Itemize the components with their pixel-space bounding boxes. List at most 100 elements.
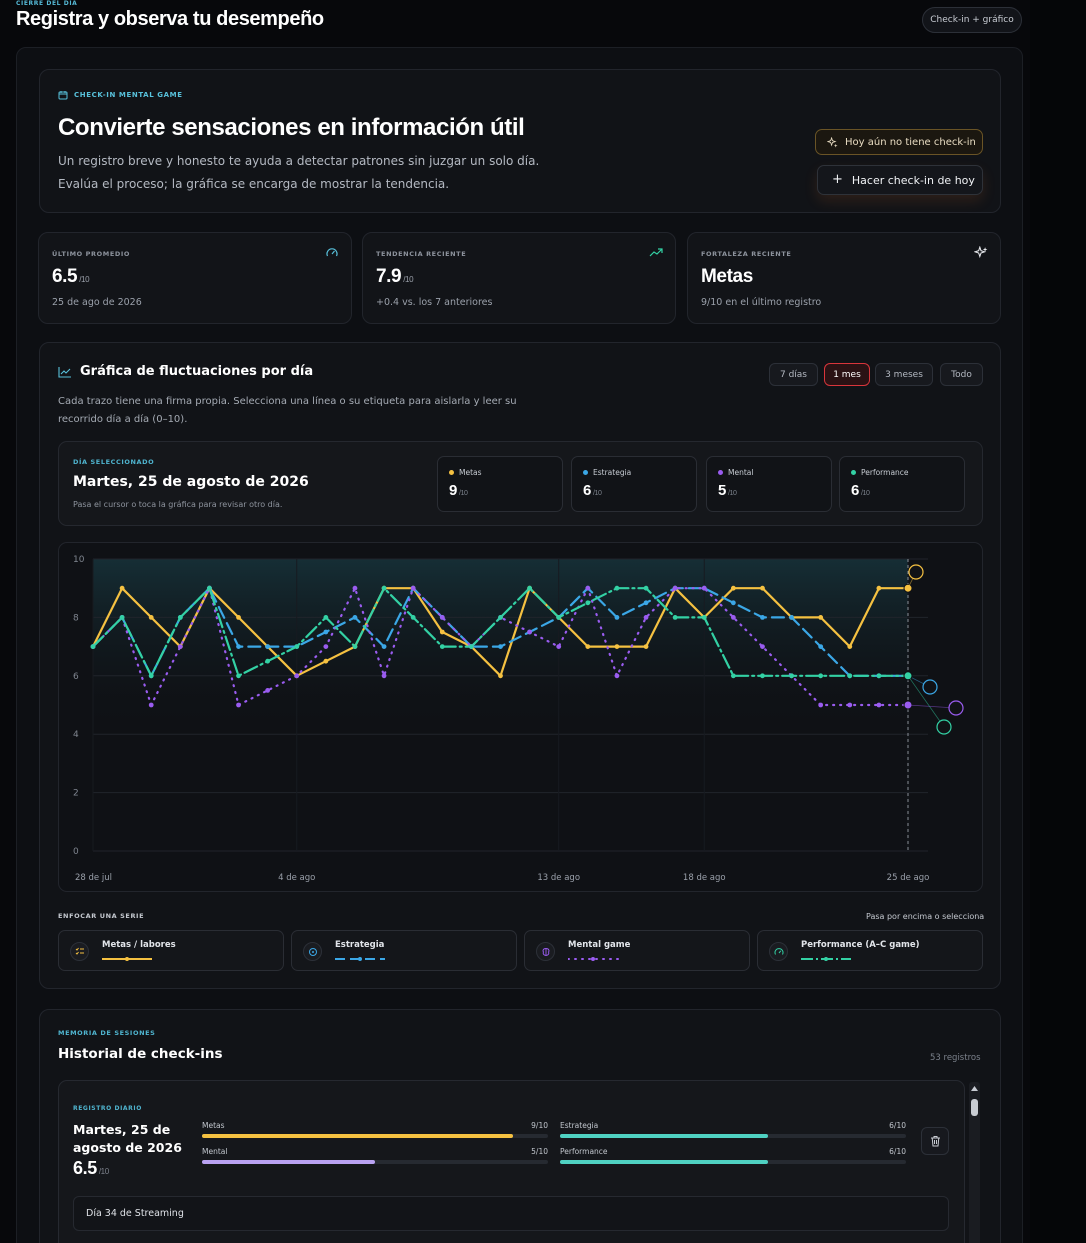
metric-label: Estrategia: [583, 468, 631, 477]
data-point-mental: [410, 585, 416, 591]
data-point-performance: [381, 585, 387, 591]
do-checkin-button[interactable]: + Hacer check-in de hoy: [817, 165, 983, 195]
data-point-performance: [265, 658, 271, 664]
focus-label: Mental game: [568, 940, 631, 950]
data-point-performance: [498, 615, 503, 620]
metric-unit: /10: [860, 490, 870, 497]
chart-title-row: Gráfica de fluctuaciones por día: [58, 364, 313, 379]
data-point-estrategia: [381, 644, 387, 649]
selected-day-title: Martes, 25 de agosto de 2026: [73, 474, 309, 490]
range-1-month-button[interactable]: 1 mes: [824, 363, 870, 386]
data-point-mental: [876, 702, 882, 708]
data-point-performance: [207, 585, 212, 591]
focus-series-performance[interactable]: Performance (A–C game): [757, 930, 983, 971]
metric-unit: /10: [592, 490, 602, 497]
bar-value: 6/10: [889, 1147, 906, 1156]
bar-track: [560, 1160, 906, 1164]
metric-unit: /10: [727, 490, 737, 497]
entry-kicker: REGISTRO DIARIO: [73, 1105, 142, 1112]
stat-unit: /10: [403, 275, 414, 284]
data-point-metas: [614, 644, 620, 649]
checkin-status-text: Hoy aún no tiene check-in: [845, 136, 976, 148]
line-chart-icon: [58, 366, 71, 378]
data-point-mental: [148, 702, 154, 708]
bar-label: Estrategia: [560, 1121, 599, 1130]
fluctuation-chart[interactable]: 0 2 4 6 8 10 28 de jul 4 de ago 13 de ago 18 de a…: [58, 542, 983, 892]
data-point-performance: [847, 673, 853, 679]
bar-fill: [202, 1134, 514, 1138]
metric-name: Performance: [861, 468, 909, 477]
plus-icon: +: [832, 172, 843, 187]
data-point-performance: [177, 615, 183, 620]
metric-card-mental[interactable]: Mental 5/10: [706, 456, 832, 512]
metric-label: Metas: [449, 468, 482, 477]
focus-series-metas[interactable]: Metas / labores: [58, 930, 284, 971]
data-point-performance: [148, 673, 154, 679]
chart-description: Cada trazo tiene una firma propia. Selec…: [58, 396, 517, 425]
range-7-days-button[interactable]: 7 días: [769, 363, 818, 386]
bar-label: Performance: [560, 1147, 608, 1156]
metric-label: Mental: [718, 468, 753, 477]
y-tick-label: 2: [73, 789, 79, 799]
stat-kicker: TENDENCIA RECIENTE: [376, 250, 467, 258]
data-point-performance: [585, 600, 591, 606]
metric-card-estrategia[interactable]: Estrategia 6/10: [571, 456, 697, 512]
data-point-mental: [847, 702, 853, 708]
data-point-metas: [236, 615, 241, 620]
stat-card-strength: FORTALEZA RECIENTE Metas 9/10 en el últi…: [687, 232, 1001, 324]
range-3-months-button[interactable]: 3 meses: [875, 363, 933, 386]
entry-score: 6.5/10: [73, 1158, 109, 1179]
bar-value: 9/10: [531, 1121, 548, 1130]
range-all-button[interactable]: Todo: [940, 363, 983, 386]
data-point-mental: [323, 644, 329, 649]
focus-series-mental[interactable]: Mental game: [524, 930, 750, 971]
metric-card-metas[interactable]: Metas 9/10: [437, 456, 563, 512]
stat-number: 6.5: [52, 266, 78, 287]
data-point-metas: [439, 629, 445, 635]
bar-value: 6/10: [889, 1121, 906, 1130]
data-point-performance: [643, 585, 649, 591]
data-point-metas: [585, 644, 591, 649]
metric-card-performance[interactable]: Performance 6/10: [839, 456, 965, 512]
data-point-performance: [672, 615, 678, 620]
delete-entry-button[interactable]: [921, 1127, 949, 1155]
data-point-mental: [614, 673, 620, 679]
data-point-mental: [556, 644, 562, 649]
hero-title: Convierte sensaciones en información úti…: [58, 114, 525, 141]
mode-badge[interactable]: Check-in + gráfico: [922, 7, 1022, 33]
data-point-estrategia: [265, 644, 271, 649]
selected-day-kicker: DÍA SELECCIONADO: [73, 458, 155, 466]
chart-svg[interactable]: 0 2 4 6 8 10 28 de jul 4 de ago 13 de ago 18 de a…: [59, 543, 983, 892]
data-point-mental: [585, 585, 591, 591]
data-point-performance: [789, 673, 794, 679]
gauge-icon: [326, 248, 338, 257]
data-point-performance: [323, 615, 329, 620]
data-point-mental: [818, 702, 824, 708]
data-point-estrategia: [352, 615, 358, 620]
data-point-estrategia: [818, 644, 824, 649]
stat-subtext: 25 de ago de 2026: [52, 297, 142, 308]
data-point-mental: [352, 585, 358, 591]
focus-series-estrategia[interactable]: Estrategia: [291, 930, 517, 971]
stat-subtext: +0.4 vs. los 7 anteriores: [376, 297, 493, 308]
hero-description-2: Evalúa el proceso; la gráfica se encarga…: [58, 177, 450, 191]
history-scrollbar[interactable]: [969, 1082, 980, 1243]
data-point-performance: [614, 585, 620, 591]
data-point-mental: [294, 673, 300, 679]
focus-label: Performance (A–C game): [801, 940, 920, 950]
metric-unit: /10: [458, 490, 468, 497]
checkin-status-badge: Hoy aún no tiene check-in: [815, 129, 983, 155]
stat-kicker: FORTALEZA RECIENTE: [701, 250, 792, 258]
bar-fill: [202, 1160, 375, 1164]
history-entry[interactable]: REGISTRO DIARIO Martes, 25 de agosto de …: [58, 1080, 965, 1243]
history-count: 53 registros: [930, 1053, 981, 1063]
entry-date: Martes, 25 de agosto de 2026: [73, 1122, 182, 1155]
y-tick-label: 0: [73, 847, 79, 857]
data-point-performance: [760, 673, 765, 679]
bar-fill: [560, 1160, 768, 1164]
y-tick-label: 6: [73, 672, 79, 682]
scrollbar-thumb[interactable]: [971, 1099, 978, 1116]
data-point-mental: [177, 644, 183, 649]
focus-kicker: ENFOCAR UNA SERIE: [58, 912, 145, 920]
bar-label: Mental: [202, 1147, 228, 1156]
